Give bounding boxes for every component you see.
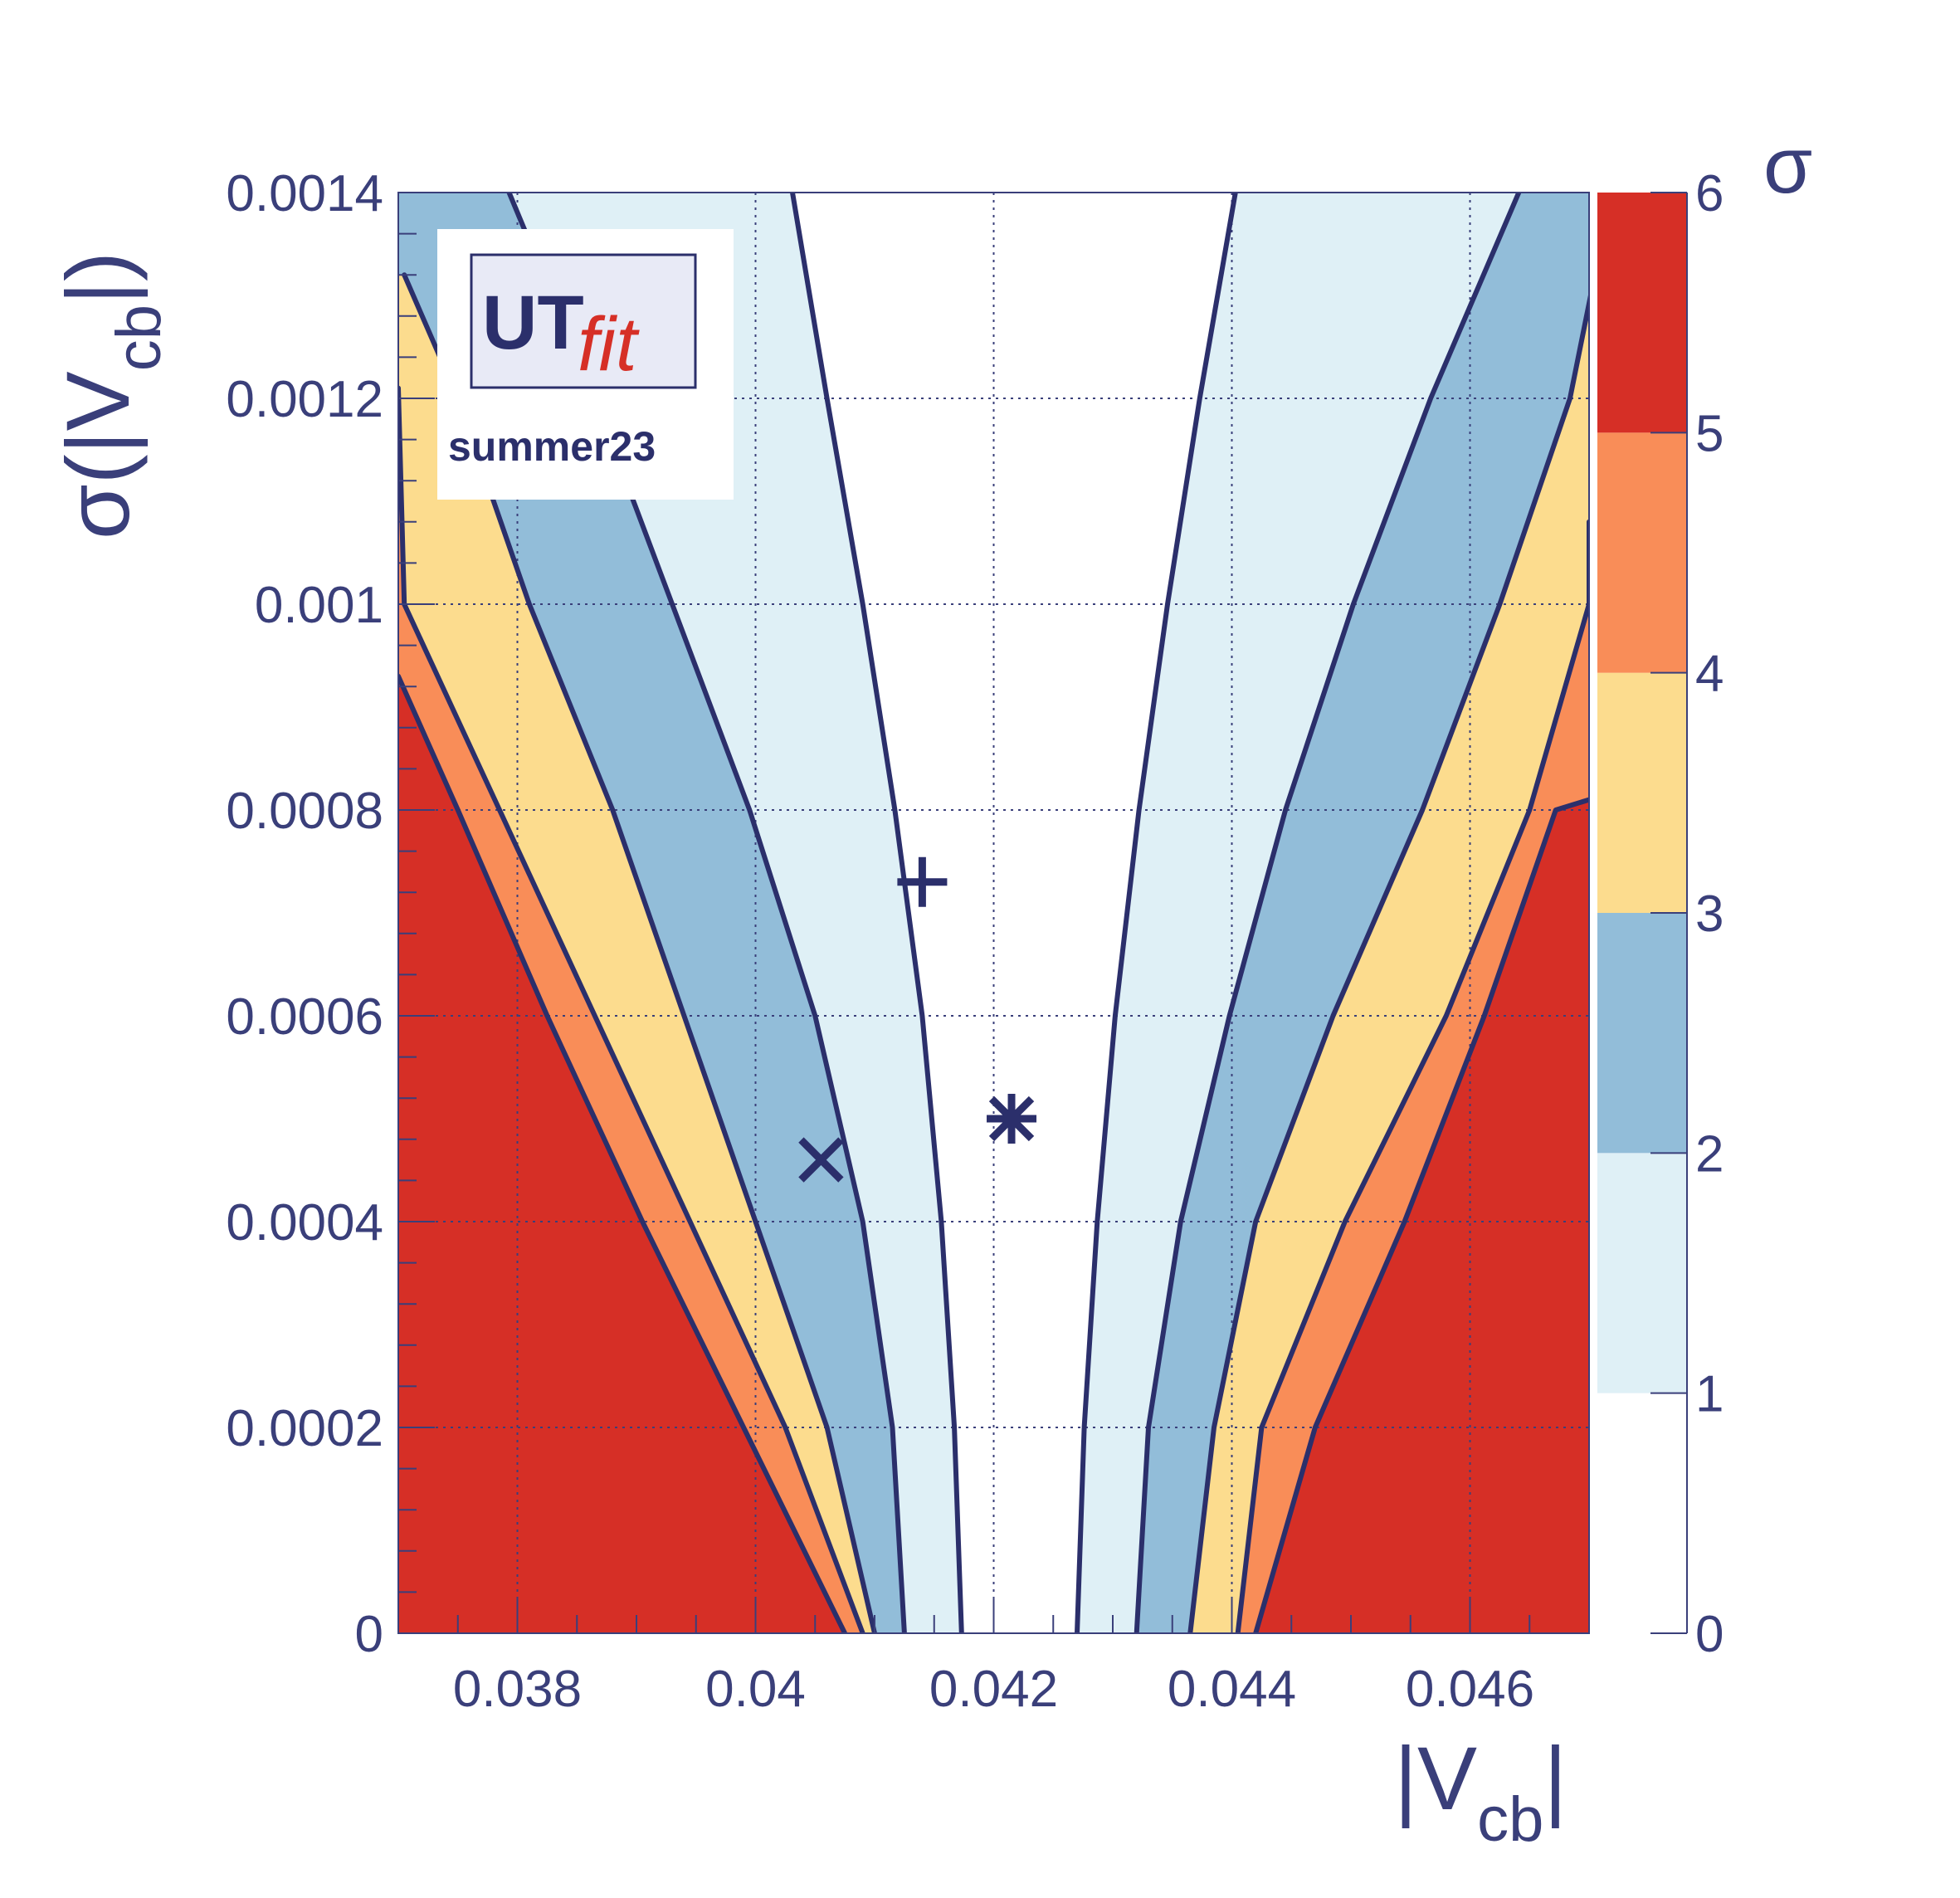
colorbar-segment <box>1597 1153 1687 1393</box>
colorbar-tick-label: 1 <box>1695 1366 1724 1423</box>
colorbar-segment <box>1597 193 1687 433</box>
marker-stroke <box>988 1095 1035 1142</box>
asterisk-marker <box>987 1094 1037 1144</box>
colorbar-tick-label: 4 <box>1695 646 1724 703</box>
y-tick-label: 0.0002 <box>226 1400 383 1457</box>
x-tick-label: 0.044 <box>1168 1661 1296 1718</box>
colorbar-title: σ <box>1763 121 1812 210</box>
colorbar: 0 1 2 3 4 5 6 <box>1597 165 1724 1663</box>
colorbar-segment <box>1597 432 1687 673</box>
y-axis-title: σ(|Vcb|) <box>47 251 174 539</box>
x-tick-label: 0.042 <box>929 1661 1058 1718</box>
colorbar-tick-label: 3 <box>1695 886 1724 943</box>
y-tick-label: 0.0014 <box>226 165 383 222</box>
y-tick-label: 0.0006 <box>226 988 383 1046</box>
colorbar-segment <box>1597 1393 1687 1633</box>
contour-3sigma-right <box>1187 290 1589 1633</box>
logo-ut: UT <box>482 281 584 365</box>
logo-fit: fit <box>578 302 640 387</box>
logo-tag: summer23 <box>448 423 656 470</box>
y-tick-label: 0.001 <box>255 577 383 634</box>
svg-text:|Vcb|: |Vcb| <box>1394 1728 1567 1855</box>
plus-marker <box>897 856 948 907</box>
markers <box>798 856 1037 1183</box>
y-tick-label: 0.0004 <box>226 1194 383 1252</box>
cross-marker <box>798 1137 844 1183</box>
x-tick-label: 0.04 <box>705 1661 806 1718</box>
contour-5sigma-right <box>1253 797 1589 1633</box>
contour-2sigma-right <box>1134 193 1522 1633</box>
contour-5sigma-left <box>398 673 848 1633</box>
y-tick-label: 0.0012 <box>226 371 383 428</box>
colorbar-tick-label: 2 <box>1695 1125 1724 1183</box>
x-tick-label: 0.046 <box>1406 1661 1534 1718</box>
y-tick-label: 0 <box>355 1606 383 1663</box>
colorbar-tick-label: 0 <box>1695 1606 1724 1663</box>
utfit-logo: UT fit summer23 <box>437 229 734 500</box>
svg-text:σ(|Vcb|): σ(|Vcb|) <box>47 251 174 539</box>
y-tick-label: 0.0008 <box>226 783 383 840</box>
y-axis: 0 0.0002 0.0004 0.0006 0.0008 0.001 0.0012 0.00… <box>226 165 435 1663</box>
contour-4sigma-right <box>1235 519 1589 1633</box>
colorbar-segment <box>1597 913 1687 1154</box>
colorbar-tick-label: 5 <box>1695 405 1724 462</box>
x-axis: 0.038 0.04 0.042 0.044 0.046 <box>397 1597 1590 1718</box>
contour-1sigma-left <box>790 193 964 1633</box>
x-axis-title: |Vcb| <box>1394 1728 1567 1855</box>
contour-1sigma-right <box>1075 193 1238 1633</box>
band-level-0 <box>792 193 1236 1633</box>
x-tick-label: 0.038 <box>453 1661 582 1718</box>
colorbar-tick-label: 6 <box>1695 165 1724 222</box>
marker-stroke <box>798 1137 844 1183</box>
colorbar-segment <box>1597 672 1687 913</box>
